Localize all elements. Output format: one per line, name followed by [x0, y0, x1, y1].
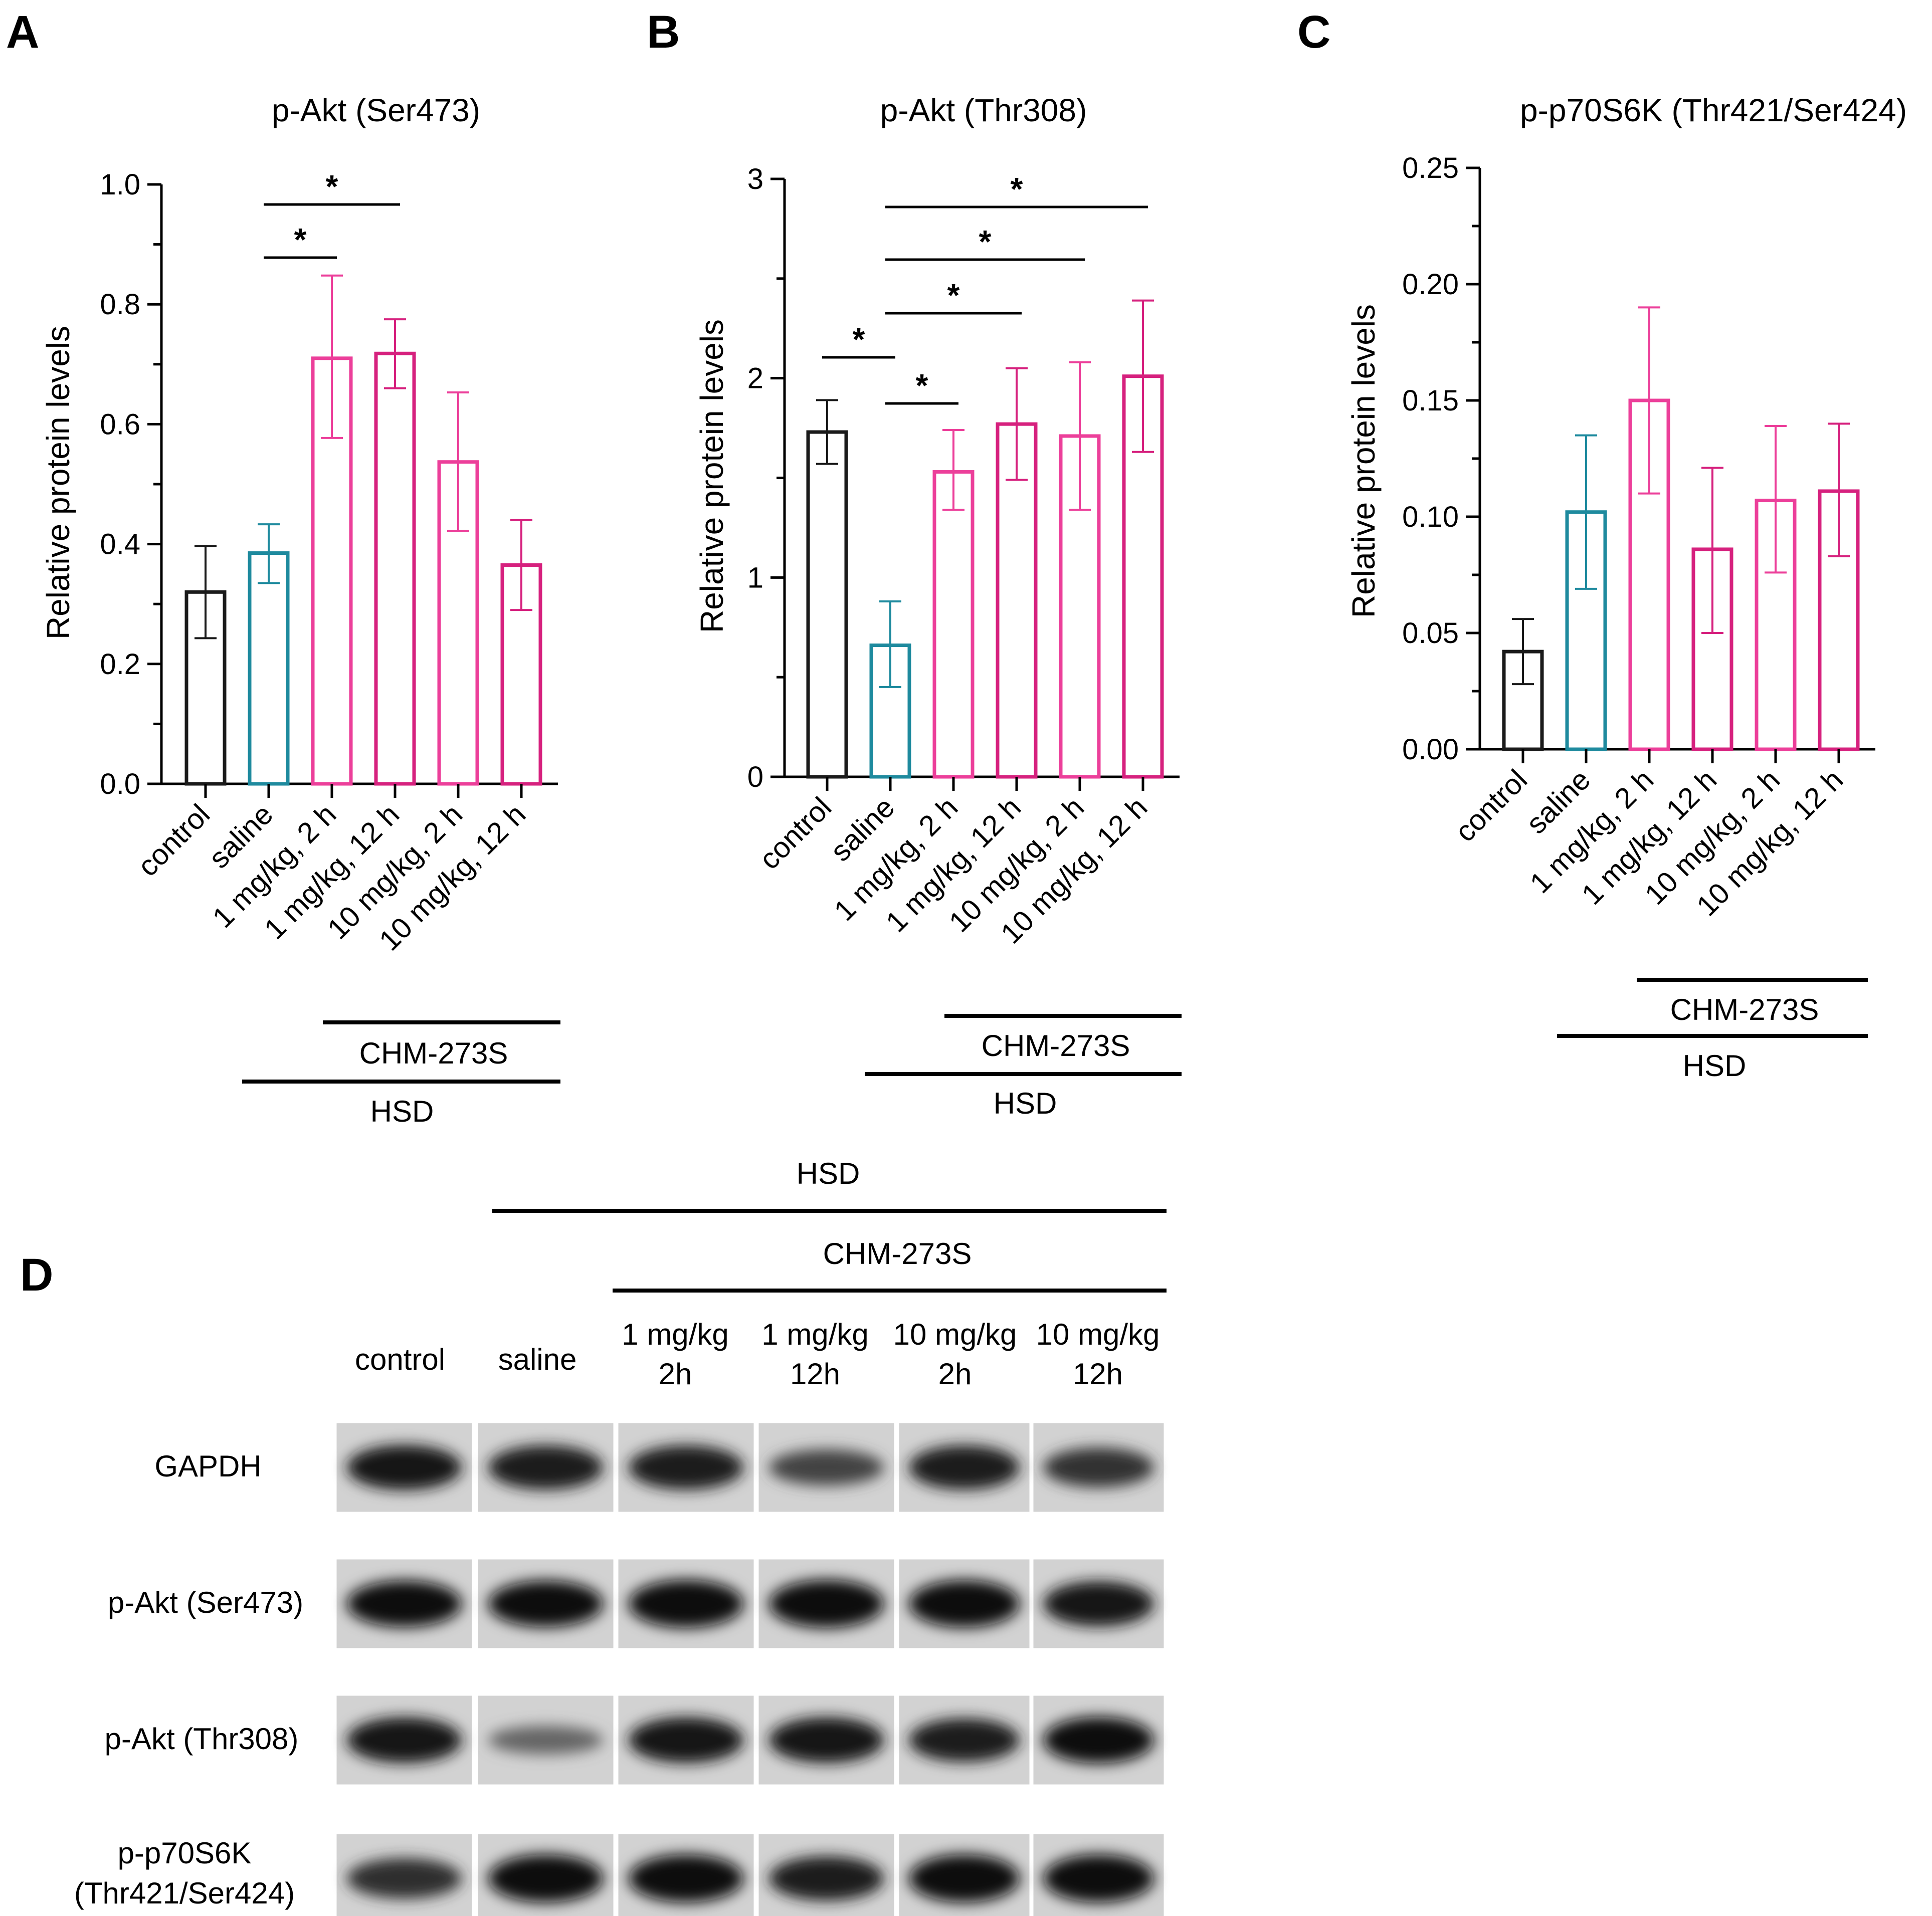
- panel-label-b: B: [647, 7, 680, 58]
- blot-row-label: GAPDH: [154, 1449, 261, 1483]
- blot-lane-headers: control saline 1 mg/kg 2h 1 mg/kg 12h 10 mg/kg…: [355, 1318, 1160, 1391]
- blot-row-label-sub: (Thr421/Ser424): [74, 1876, 295, 1910]
- blot-hsd-label: HSD: [797, 1157, 860, 1190]
- western-blot: HSD CHM-273S control saline 1 mg/kg 2h 1 mg/…: [74, 1157, 1167, 1916]
- blot-band: [628, 1580, 744, 1628]
- chart-b-ytick-label: 2: [747, 362, 763, 395]
- chart-b-ylabel: Relative protein levels: [694, 319, 730, 633]
- chart-b-title: p-Akt (Thr308): [880, 92, 1087, 128]
- chart-a-xtick-label: control: [131, 798, 216, 883]
- blot-lane-label: 1 mg/kg: [761, 1318, 868, 1351]
- chart-b-sig-star: *: [916, 367, 928, 403]
- chart-c-ytick-label: 0.20: [1402, 268, 1459, 301]
- chart-c-ytick-label: 0.10: [1402, 501, 1459, 533]
- chart-panel-b: p-Akt (Thr308) Relative protein levels 0…: [694, 92, 1182, 1120]
- chart-panel-a: p-Akt (Ser473) Relative protein levels 0…: [40, 92, 560, 1128]
- blot-band: [909, 1580, 1020, 1628]
- chart-c-ytick-label: 0.05: [1402, 617, 1459, 650]
- blot-lane-label: control: [355, 1343, 445, 1376]
- chart-b-bar: [932, 470, 975, 779]
- blot-row-label: p-p70S6K: [118, 1836, 252, 1870]
- blot-band: [909, 1854, 1020, 1902]
- chart-b-hsd-label: HSD: [994, 1087, 1057, 1120]
- blot-band: [628, 1717, 744, 1763]
- blot-lane-label-sub: 2h: [938, 1357, 972, 1391]
- chart-c-ytick-label: 0.25: [1402, 152, 1459, 184]
- chart-c-ytick-label: 0.15: [1402, 384, 1459, 417]
- blot-band: [1043, 1854, 1154, 1902]
- blot-lane-label: 10 mg/kg: [893, 1318, 1017, 1351]
- chart-c-chm-label: CHM-273S: [1670, 993, 1819, 1026]
- blot-lane-label-sub: 2h: [659, 1357, 692, 1391]
- blot-rows: GAPDH p-Akt (Ser473) p-Akt (Thr308) p-p70S6…: [74, 1421, 1166, 1916]
- chart-b-xtick-label: control: [753, 791, 838, 876]
- blot-band: [768, 1717, 884, 1763]
- panel-label-c: C: [1297, 7, 1330, 58]
- blot-lane-label: saline: [498, 1343, 577, 1376]
- chart-b-bar: [806, 430, 848, 779]
- chart-c-title: p-p70S6K (Thr421/Ser424): [1520, 92, 1907, 128]
- chart-a-ytick-label: 0.6: [100, 408, 140, 441]
- blot-band: [346, 1445, 462, 1490]
- chart-panel-c: p-p70S6K (Thr421/Ser424) Relative protei…: [1345, 92, 1907, 1083]
- chart-b-sig-star: *: [1011, 171, 1023, 207]
- blot-chm-label: CHM-273S: [823, 1237, 972, 1270]
- chart-b-sig-star: *: [853, 321, 865, 357]
- blot-band: [628, 1854, 744, 1902]
- blot-band: [1043, 1581, 1154, 1626]
- blot-band: [628, 1445, 744, 1490]
- chart-c-ytick-label: 0.00: [1402, 733, 1459, 766]
- blot-band: [346, 1858, 462, 1899]
- chart-a-ytick-label: 0.8: [100, 288, 140, 321]
- chart-a-ylabel: Relative protein levels: [40, 326, 76, 640]
- blot-band: [1043, 1717, 1154, 1764]
- chart-b-sig-star: *: [979, 224, 992, 260]
- chart-a-chm-label: CHM-273S: [359, 1036, 508, 1070]
- blot-band: [346, 1717, 462, 1763]
- blot-band: [488, 1854, 604, 1902]
- chart-b-ytick-label: 3: [747, 163, 763, 195]
- chart-c-hsd-label: HSD: [1683, 1049, 1747, 1083]
- blot-band: [768, 1449, 884, 1485]
- chart-b-sig-star: *: [947, 277, 960, 313]
- chart-a-hsd-label: HSD: [370, 1095, 434, 1128]
- chart-c-xtick-label: control: [1449, 763, 1533, 848]
- blot-band: [346, 1580, 462, 1627]
- panel-label-a: A: [6, 7, 39, 58]
- blot-row-label: p-Akt (Ser473): [108, 1586, 303, 1619]
- chart-a-sig-star: *: [294, 222, 307, 258]
- blot-band: [488, 1726, 604, 1755]
- blot-row-label: p-Akt (Thr308): [105, 1722, 299, 1756]
- chart-a-ytick-label: 0.0: [100, 768, 140, 800]
- blot-lane-label-sub: 12h: [1073, 1357, 1123, 1391]
- blot-band: [1043, 1447, 1154, 1487]
- chart-b-chm-label: CHM-273S: [982, 1029, 1130, 1062]
- blot-lane-label: 10 mg/kg: [1036, 1318, 1160, 1351]
- chart-a-title: p-Akt (Ser473): [272, 92, 480, 128]
- blot-lane-label-sub: 12h: [790, 1357, 840, 1391]
- blot-band: [909, 1445, 1020, 1490]
- blot-band: [488, 1580, 604, 1627]
- chart-a-bar: [248, 551, 290, 786]
- chart-a-sig-star: *: [326, 168, 338, 204]
- chart-c-ylabel: Relative protein levels: [1345, 304, 1382, 618]
- blot-band: [909, 1718, 1020, 1762]
- blot-band: [488, 1445, 604, 1490]
- chart-a-ytick-label: 0.4: [100, 528, 140, 561]
- chart-a-ytick-label: 0.2: [100, 648, 140, 681]
- chart-a-bar: [374, 351, 416, 786]
- blot-band: [768, 1580, 884, 1628]
- chart-b-ytick-label: 1: [747, 561, 763, 594]
- chart-a-ytick-label: 1.0: [100, 168, 140, 201]
- chart-b-ytick-label: 0: [747, 761, 763, 793]
- blot-lane-label: 1 mg/kg: [622, 1318, 728, 1351]
- panel-label-d: D: [20, 1249, 53, 1301]
- blot-band: [768, 1856, 884, 1901]
